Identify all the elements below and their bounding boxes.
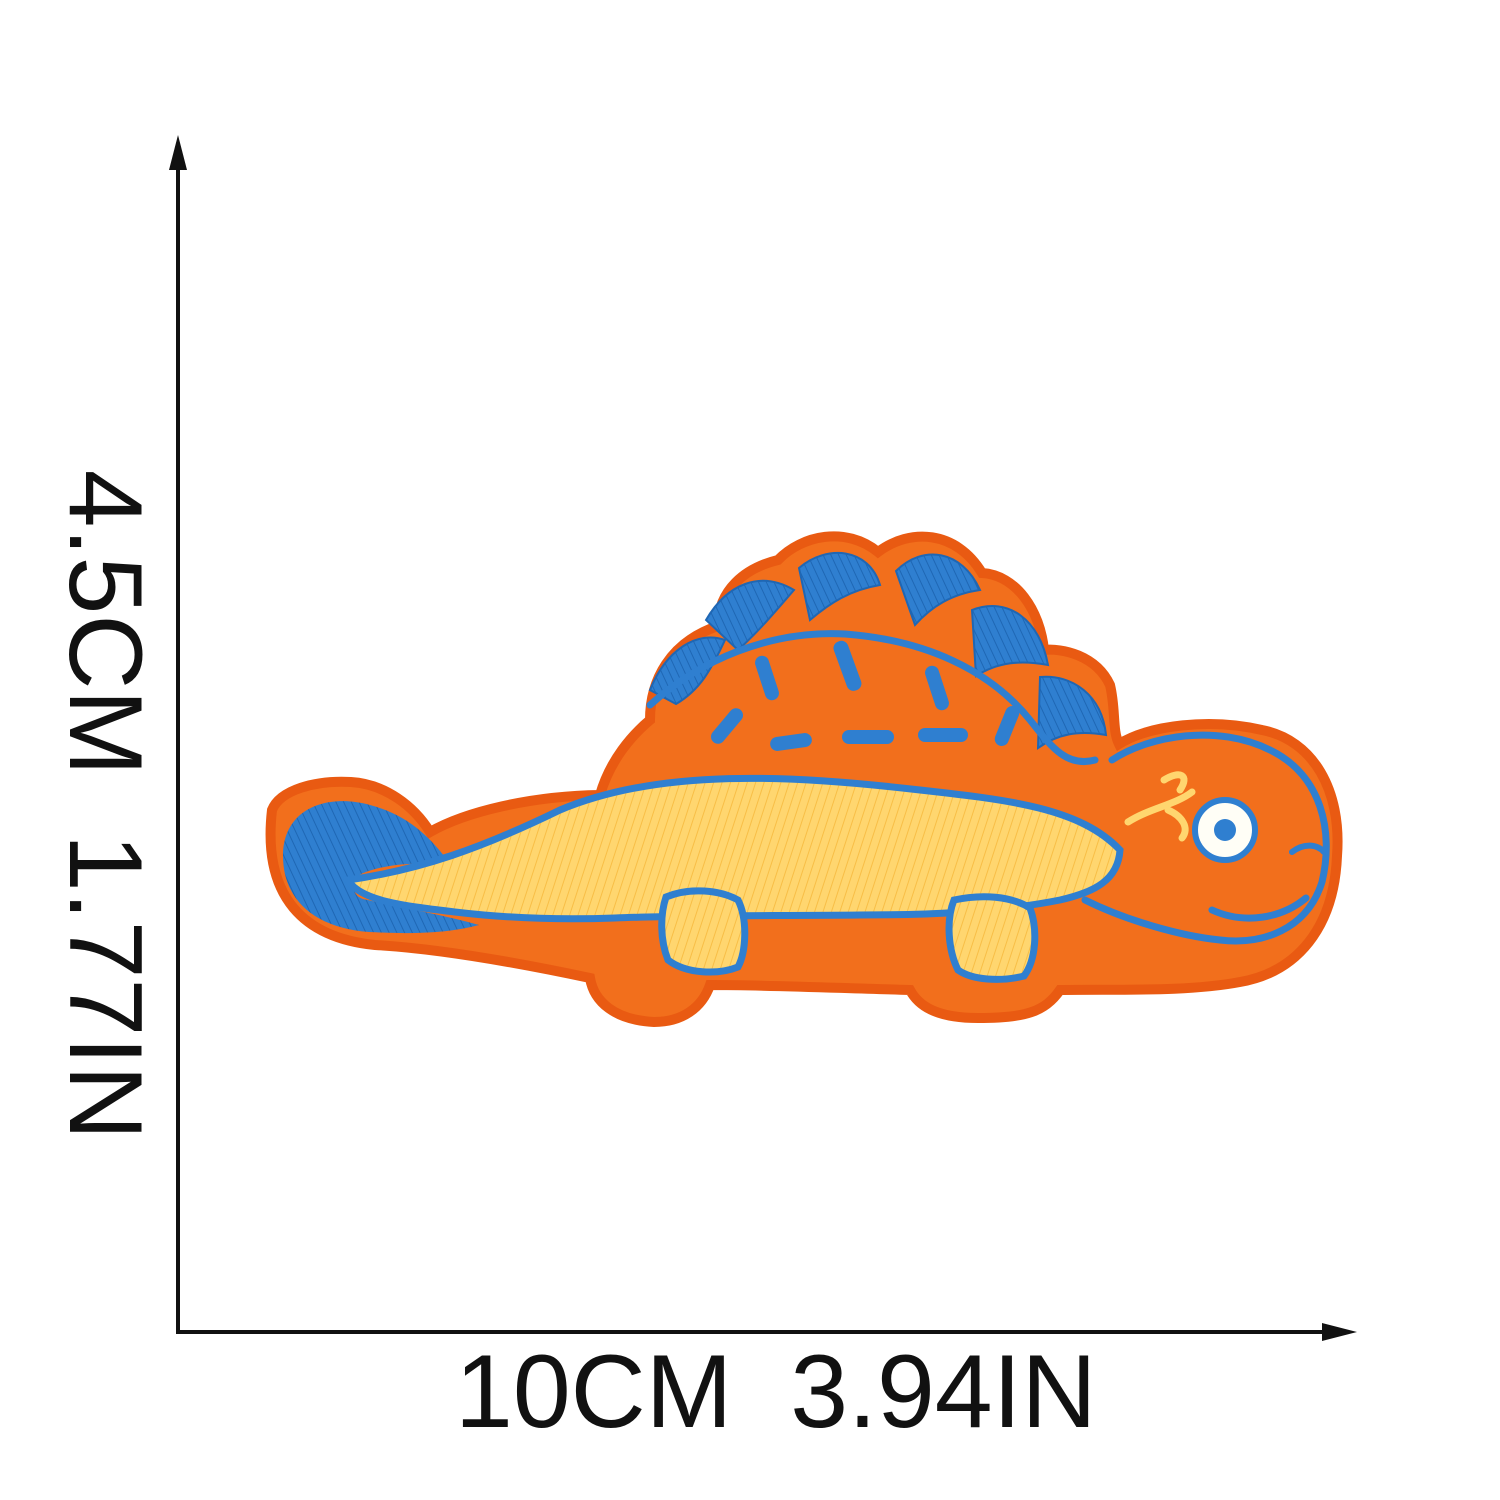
body-markings xyxy=(711,640,1020,751)
body-yellow-belly xyxy=(342,774,1124,923)
back-spikes xyxy=(648,552,1108,750)
horizontal-axis-arrow xyxy=(1322,1323,1357,1341)
cheek-mark xyxy=(1124,771,1196,842)
dimension-axes xyxy=(169,135,1357,1341)
pupil-icon xyxy=(1214,819,1236,841)
height-dimension-label: 4.5CM 1.77IN xyxy=(47,469,163,1141)
nostril-line xyxy=(1289,842,1327,855)
tail-blue-spiral xyxy=(283,801,479,934)
smile-line xyxy=(1208,894,1310,922)
dinosaur-patch xyxy=(265,531,1343,1028)
front-leg xyxy=(658,887,749,976)
width-dimension-label: 10CM 3.94IN xyxy=(455,1334,1097,1450)
head-outline xyxy=(1081,731,1330,945)
back-blue-line xyxy=(646,630,1099,765)
back-leg xyxy=(945,893,1039,983)
vertical-axis-arrow xyxy=(169,135,187,170)
